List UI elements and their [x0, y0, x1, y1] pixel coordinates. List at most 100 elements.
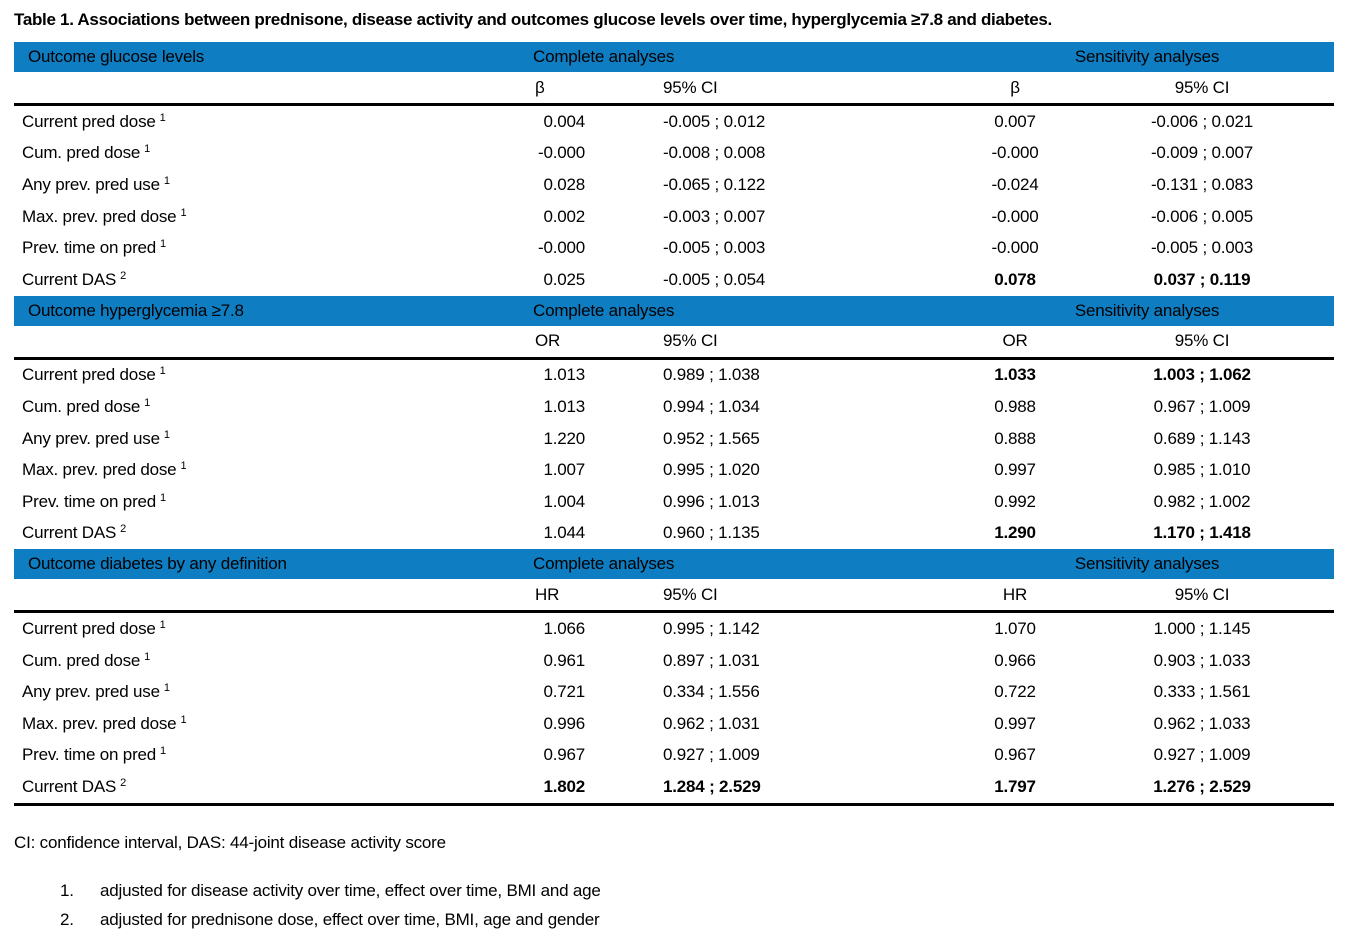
sensitivity-stat-header: HR	[960, 579, 1070, 614]
complete-stat-value: 0.996	[543, 713, 585, 733]
sensitivity-stat-value: 0.997	[994, 460, 1036, 480]
footnote-list: 1. adjusted for disease activity over tim…	[60, 881, 1351, 930]
footnote-marker: 2	[120, 776, 127, 789]
row-label: Current pred dose 1	[14, 358, 533, 391]
complete-stat-value: -0.000	[537, 143, 585, 163]
sensitivity-ci-value: -0.006 ; 0.021	[1150, 111, 1254, 131]
row-label-text: Cum. pred dose	[22, 396, 141, 416]
footnote-marker: 1	[144, 650, 151, 663]
sensitivity-analyses-group-header: Sensitivity analyses	[960, 295, 1334, 326]
sensitivity-stat-value: -0.000	[991, 206, 1039, 226]
row-label: Cum. pred dose 1	[14, 138, 533, 170]
row-label-text: Prev. time on pred	[22, 491, 157, 511]
complete-stat-header: β	[533, 72, 593, 106]
row-label: Prev. time on pred 1	[14, 486, 533, 518]
footnote-number: 2.	[60, 909, 74, 929]
footnote-number: 1.	[60, 880, 74, 900]
table-title: Table 1. Associations between prednisone…	[14, 10, 1052, 29]
sensitivity-ci-value: -0.005 ; 0.003	[1150, 238, 1254, 258]
row-label: Current DAS 2	[14, 264, 533, 296]
sensitivity-ci-value: -0.006 ; 0.005	[1150, 206, 1254, 226]
outcome-bar-label: Outcome diabetes by any definition	[14, 549, 533, 580]
row-label: Cum. pred dose 1	[14, 645, 533, 677]
complete-ci-value: 0.995 ; 1.142	[663, 618, 760, 638]
sensitivity-analyses-group-header: Sensitivity analyses	[960, 42, 1334, 72]
row-label-text: Cum. pred dose	[22, 143, 141, 163]
sensitivity-ci-header: 95% CI	[1070, 72, 1334, 106]
outcome-bar: Outcome hyperglycemia ≥7.8 Complete analy…	[14, 295, 1334, 326]
complete-ci-value: -0.005 ; 0.003	[663, 238, 766, 258]
footnote-marker: 1	[163, 174, 170, 187]
table-row: Any prev. pred use 1 0.028 -0.065 ; 0.122 -0…	[14, 169, 1334, 201]
complete-ci-value: 1.284 ; 2.529	[593, 771, 960, 806]
sensitivity-stat-value: 0.967	[994, 745, 1036, 765]
table-row: Current pred dose 1 1.013 0.989 ; 1.038 1.03…	[14, 358, 1334, 391]
row-label-text: Prev. time on pred	[22, 238, 157, 258]
table-row: Current DAS 2 1.044 0.960 ; 1.135 1.290 1.170…	[14, 518, 1334, 550]
complete-ci-header: 95% CI	[593, 72, 960, 106]
results-table: Outcome glucose levels Complete analyses S…	[14, 42, 1334, 806]
sensitivity-ci-value: 0.967 ; 1.009	[1153, 396, 1251, 416]
row-label-text: Current DAS	[22, 269, 117, 289]
complete-stat-value: 1.004	[543, 491, 585, 511]
footnote-text: adjusted for disease activity over time,…	[100, 880, 601, 900]
table-row: Prev. time on pred 1 -0.000 -0.005 ; 0.003 -…	[14, 232, 1334, 264]
complete-stat-header: OR	[533, 325, 593, 360]
complete-ci-value: 0.952 ; 1.565	[663, 428, 760, 448]
sensitivity-analyses-group-header: Sensitivity analyses	[960, 549, 1334, 580]
footnote-marker: 1	[163, 682, 170, 695]
complete-ci-value: -0.005 ; 0.054	[663, 269, 766, 289]
sensitivity-ci-value: 1.003 ; 1.062	[1153, 365, 1251, 385]
complete-ci-value: 0.927 ; 1.009	[663, 745, 760, 765]
table-row: Current pred dose 1 1.066 0.995 ; 1.142 1.07…	[14, 612, 1334, 645]
footnote-item: 2. adjusted for prednisone dose, effect o…	[60, 910, 1351, 930]
table-row: Prev. time on pred 1 0.967 0.927 ; 1.009 0.9…	[14, 740, 1334, 772]
complete-stat-value: 1.802	[533, 771, 593, 806]
complete-ci-header: 95% CI	[593, 325, 960, 360]
sensitivity-ci-value: 1.170 ; 1.418	[1153, 523, 1251, 543]
table-row: Max. prev. pred dose 1 1.007 0.995 ; 1.020 0…	[14, 454, 1334, 486]
complete-ci-value: 0.962 ; 1.031	[663, 713, 760, 733]
row-label-text: Current pred dose	[22, 365, 156, 385]
column-header-row: OR 95% CI OR 95% CI	[14, 325, 1334, 360]
footnote-marker: 1	[180, 713, 187, 726]
footnote-marker: 1	[160, 238, 166, 251]
sensitivity-stat-value: -0.000	[991, 143, 1039, 163]
sensitivity-stat-value: 0.992	[994, 491, 1036, 511]
table-row: Cum. pred dose 1 -0.000 -0.008 ; 0.008 -0.00…	[14, 138, 1334, 170]
sensitivity-stat-value: -0.000	[991, 238, 1039, 258]
complete-stat-value: 1.220	[543, 428, 585, 448]
sensitivity-stat-value: 1.033	[994, 365, 1036, 385]
complete-stat-value: -0.000	[537, 238, 585, 258]
outcome-bar-label: Outcome glucose levels	[14, 42, 533, 72]
row-label: Current pred dose 1	[14, 105, 533, 138]
complete-ci-value: 0.334 ; 1.556	[663, 682, 760, 702]
outcome-bar-label: Outcome hyperglycemia ≥7.8	[14, 295, 533, 326]
complete-ci-value: -0.003 ; 0.007	[663, 206, 766, 226]
complete-analyses-group-header: Complete analyses	[533, 42, 960, 72]
sensitivity-ci-value: 0.982 ; 1.002	[1153, 491, 1251, 511]
column-header-spacer	[14, 325, 533, 360]
sensitivity-stat-value: 0.007	[994, 111, 1036, 131]
sensitivity-ci-value: 0.037 ; 0.119	[1153, 269, 1251, 289]
sensitivity-stat-value: 0.078	[994, 269, 1036, 289]
complete-stat-value: 1.066	[543, 618, 585, 638]
footnote-marker: 1	[160, 745, 166, 758]
row-label-text: Current DAS	[22, 523, 117, 543]
sensitivity-stat-value: 0.997	[994, 713, 1036, 733]
row-label-text: Max. prev. pred dose	[22, 460, 177, 480]
complete-ci-header: 95% CI	[593, 579, 960, 614]
footnote-marker: 1	[159, 111, 166, 124]
sensitivity-ci-value: 1.276 ; 2.529	[1070, 771, 1334, 806]
sensitivity-ci-header: 95% CI	[1070, 325, 1334, 360]
table-row: Max. prev. pred dose 1 0.996 0.962 ; 1.031 0…	[14, 708, 1334, 740]
table-row: Cum. pred dose 1 0.961 0.897 ; 1.031 0.966 0.…	[14, 645, 1334, 677]
complete-ci-value: 0.994 ; 1.034	[663, 396, 760, 416]
complete-ci-value: -0.008 ; 0.008	[663, 143, 766, 163]
footnote-marker: 1	[180, 206, 187, 219]
complete-ci-value: 0.995 ; 1.020	[663, 460, 760, 480]
row-label-text: Current pred dose	[22, 111, 156, 131]
complete-stat-value: 1.013	[543, 365, 585, 385]
row-label: Current DAS 2	[14, 771, 533, 806]
complete-stat-value: 0.025	[543, 269, 585, 289]
